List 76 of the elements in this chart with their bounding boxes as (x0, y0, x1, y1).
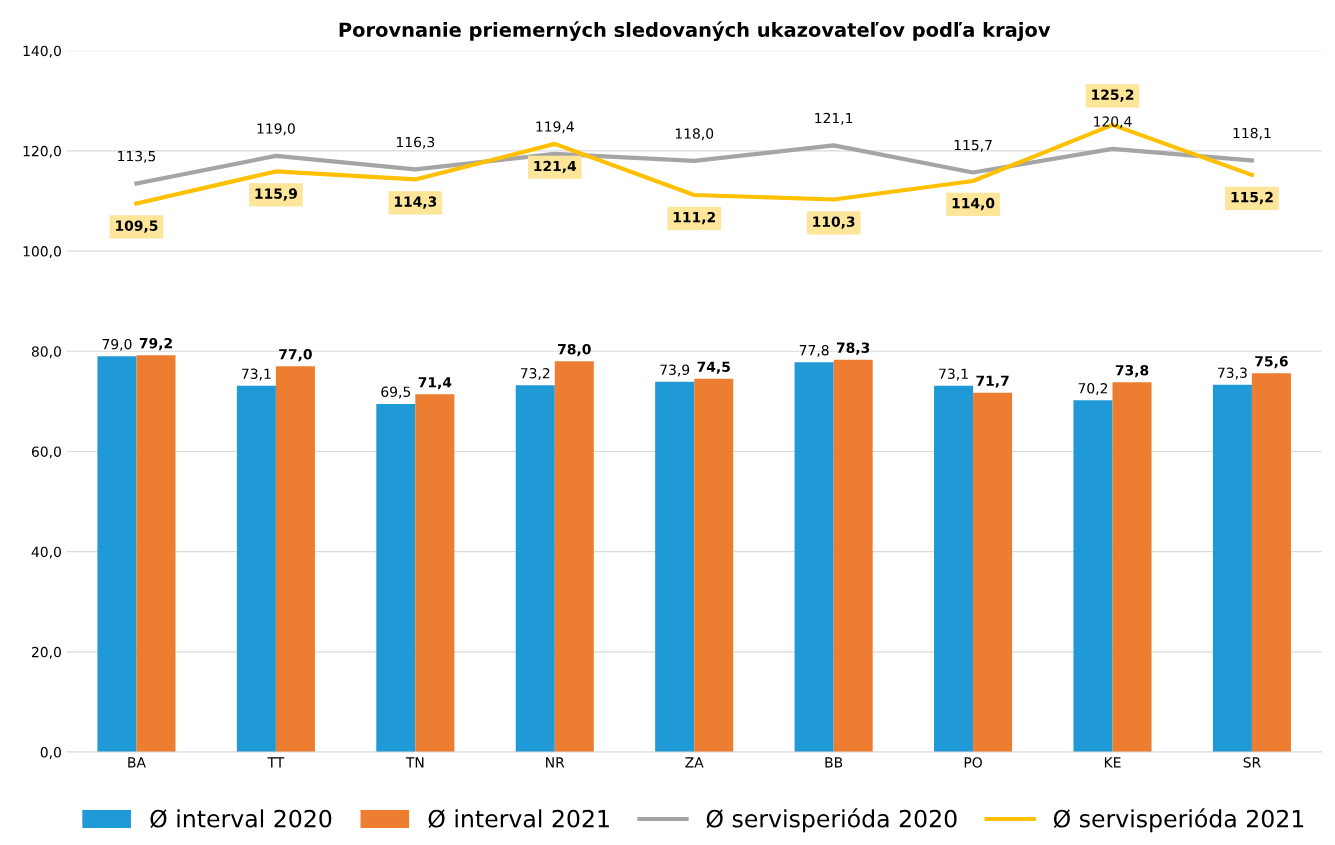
y-tick-label: 80,0 (31, 346, 61, 359)
bar (415, 394, 455, 753)
bar (515, 385, 555, 753)
x-tick-label: BB (825, 757, 843, 768)
data-label: 109,5 (116, 220, 158, 233)
bar (833, 359, 873, 753)
legend-label: Ø servisperióda 2020 (706, 808, 957, 833)
bar (934, 385, 974, 753)
data-label: 118,1 (1233, 127, 1271, 140)
data-label: 110,3 (813, 216, 855, 229)
y-tick-label: 20,0 (31, 646, 61, 659)
x-tick-label: TT (267, 757, 285, 768)
data-label: 111,2 (673, 211, 715, 225)
bar (1251, 373, 1291, 753)
y-tick-label: 100,0 (23, 246, 61, 258)
data-label: 70,2 (1078, 383, 1108, 395)
bar (973, 392, 1013, 753)
data-label: 125,2 (1092, 89, 1134, 102)
bar (275, 366, 315, 753)
data-label: 77,0 (279, 348, 312, 362)
x-tick-label: ZA (685, 757, 704, 768)
data-label: 71,4 (418, 377, 452, 390)
y-tick-label: 140,0 (23, 45, 61, 58)
data-label: 120,4 (1094, 116, 1132, 129)
bar (1212, 384, 1252, 753)
data-label: 73,2 (520, 367, 550, 380)
y-tick-label: 120,0 (23, 145, 61, 158)
data-label: 73,9 (660, 364, 690, 377)
legend-label: Ø servisperióda 2021 (1053, 808, 1304, 833)
data-label: 73,8 (1115, 364, 1149, 378)
data-label: 73,1 (242, 368, 271, 381)
bar (655, 381, 695, 753)
legend-label: Ø interval 2020 (150, 809, 332, 829)
bar (236, 385, 276, 753)
data-label: 69,5 (381, 386, 411, 399)
data-label: 121,4 (534, 160, 577, 174)
data-label: 78,3 (836, 342, 870, 355)
data-label: 77,8 (799, 344, 829, 357)
data-label: 79,2 (139, 337, 172, 351)
bar (794, 362, 834, 753)
bar (1073, 400, 1113, 753)
bar (694, 378, 734, 753)
bar (554, 361, 594, 753)
data-label: 114,3 (394, 196, 437, 209)
x-tick-label: NR (546, 757, 565, 768)
bar (97, 356, 137, 753)
bar (136, 355, 176, 753)
data-label: 115,9 (255, 188, 297, 201)
data-label: 74,5 (697, 361, 730, 374)
legend-label: Ø interval 2021 (428, 809, 609, 829)
data-label: 79,0 (102, 338, 132, 351)
data-label: 78,0 (558, 343, 591, 357)
data-label: 73,3 (1218, 367, 1247, 380)
data-label: 73,1 (939, 368, 968, 381)
y-tick-label: 60,0 (31, 446, 61, 459)
data-label: 75,6 (1255, 355, 1288, 369)
x-tick-label: PO (964, 757, 982, 768)
data-label: 115,2 (1231, 191, 1273, 205)
data-label: 113,5 (118, 150, 156, 163)
y-tick-label: 40,0 (31, 546, 61, 559)
bar (1112, 382, 1152, 753)
data-label: 115,7 (954, 139, 992, 152)
chart-title: Porovnanie priemerných sledovaných ukazovateľov podľa krajov (339, 21, 1051, 42)
x-tick-label: BA (128, 757, 146, 768)
data-label: 119,0 (257, 123, 295, 136)
y-tick-label: 0,0 (40, 747, 61, 759)
data-label: 118,0 (675, 128, 714, 141)
data-label: 114,0 (952, 197, 995, 211)
data-label: 71,7 (976, 375, 1009, 388)
data-label: 121,1 (815, 112, 853, 125)
data-label: 119,4 (536, 121, 574, 134)
bar (376, 403, 416, 753)
x-tick-label: KE (1104, 757, 1121, 768)
data-label: 116,3 (396, 136, 435, 149)
x-tick-label: SR (1243, 757, 1261, 768)
x-tick-label: TN (405, 757, 424, 768)
